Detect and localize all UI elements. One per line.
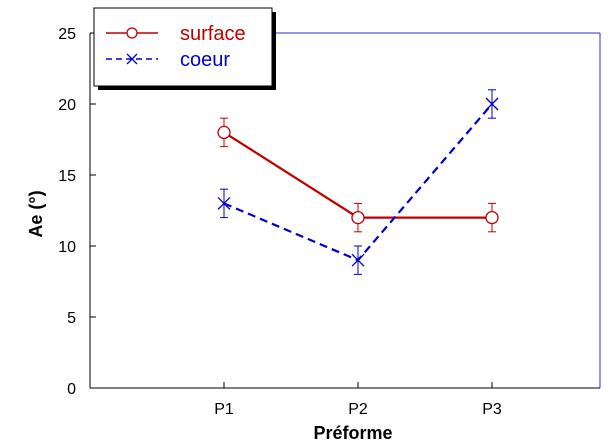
- series-layer: [217, 89, 499, 275]
- data-point: [485, 97, 499, 111]
- x-tick-label: P2: [348, 401, 368, 418]
- series-coeur: [217, 89, 499, 275]
- data-point: [217, 125, 231, 140]
- plot-frame: [89, 32, 601, 389]
- marker-stroke: [126, 53, 138, 65]
- data-point: [485, 210, 499, 225]
- y-tick-label: 0: [67, 381, 76, 398]
- x-tick-label: P1: [214, 401, 234, 418]
- marker-stroke: [351, 253, 365, 267]
- legend-marker: [126, 27, 138, 39]
- y-tick-label: 10: [58, 239, 76, 256]
- x-tick-label: P3: [482, 401, 502, 418]
- x-axis: P1 P2 P3: [214, 382, 502, 418]
- y-tick-label: 15: [58, 168, 76, 185]
- legend-label: surface: [180, 23, 246, 45]
- series-line: [223, 103, 493, 262]
- y-tick-label: 20: [58, 97, 76, 114]
- y-tick-label: 5: [67, 310, 76, 327]
- data-point: [351, 210, 365, 225]
- legend: surface coeur: [93, 7, 276, 90]
- legend-label: coeur: [180, 49, 230, 71]
- series-surface: [217, 117, 499, 233]
- data-point: [217, 196, 231, 210]
- x-axis-label: Préforme: [313, 423, 392, 443]
- data-point: [351, 253, 365, 267]
- marker-stroke: [485, 97, 499, 111]
- legend-marker: [126, 53, 138, 65]
- y-axis-label: Ae (°): [26, 190, 46, 237]
- legend-box: [93, 7, 273, 87]
- marker-stroke: [217, 196, 231, 210]
- y-tick-label: 25: [58, 26, 76, 43]
- y-axis: 0 5 10 15 20 25: [58, 26, 96, 398]
